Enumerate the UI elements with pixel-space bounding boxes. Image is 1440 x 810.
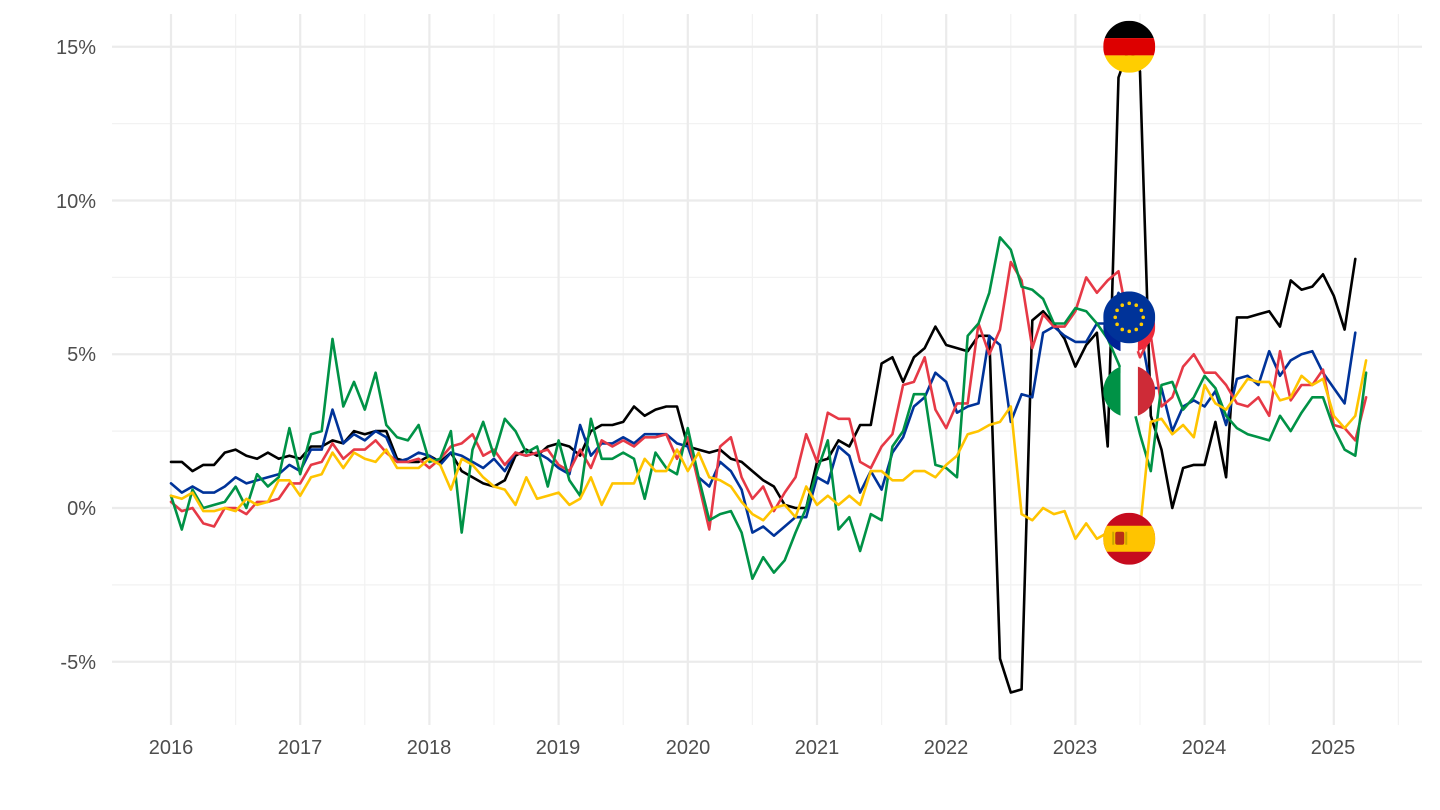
flag-markers	[1103, 20, 1156, 565]
series-line-germany	[169, 45, 1357, 694]
spain-flag-icon	[1103, 512, 1156, 565]
x-tick-label: 2024	[1182, 737, 1227, 759]
eu-flag-icon	[1103, 291, 1156, 344]
x-tick-label: 2017	[278, 737, 323, 759]
y-tick-label: 0%	[67, 498, 96, 520]
series-line-italy	[169, 236, 1368, 581]
x-tick-label: 2019	[536, 737, 581, 759]
italy-flag-icon	[1103, 365, 1156, 418]
x-axis: 2016 2017 2018 2019 2020 2021 2022 2023 …	[149, 737, 1356, 759]
series-line-eu	[169, 291, 1357, 538]
x-tick-label: 2018	[407, 737, 452, 759]
x-tick-label: 2025	[1311, 737, 1356, 759]
x-tick-label: 2022	[924, 737, 969, 759]
x-tick-label: 2023	[1053, 737, 1098, 759]
y-tick-label: -5%	[60, 652, 96, 674]
germany-flag-icon	[1103, 20, 1156, 73]
y-tick-label: 5%	[67, 344, 96, 366]
minor-gridlines	[112, 14, 1422, 725]
series-lines	[169, 45, 1368, 694]
major-gridlines	[112, 14, 1422, 725]
y-tick-label: 10%	[56, 191, 96, 213]
x-tick-label: 2021	[795, 737, 840, 759]
y-axis: -5% 0% 5% 10% 15%	[56, 37, 96, 674]
series-line-spain	[169, 359, 1368, 541]
x-tick-label: 2016	[149, 737, 194, 759]
y-tick-label: 15%	[56, 37, 96, 59]
x-tick-label: 2020	[666, 737, 711, 759]
series-line-france	[169, 260, 1368, 531]
